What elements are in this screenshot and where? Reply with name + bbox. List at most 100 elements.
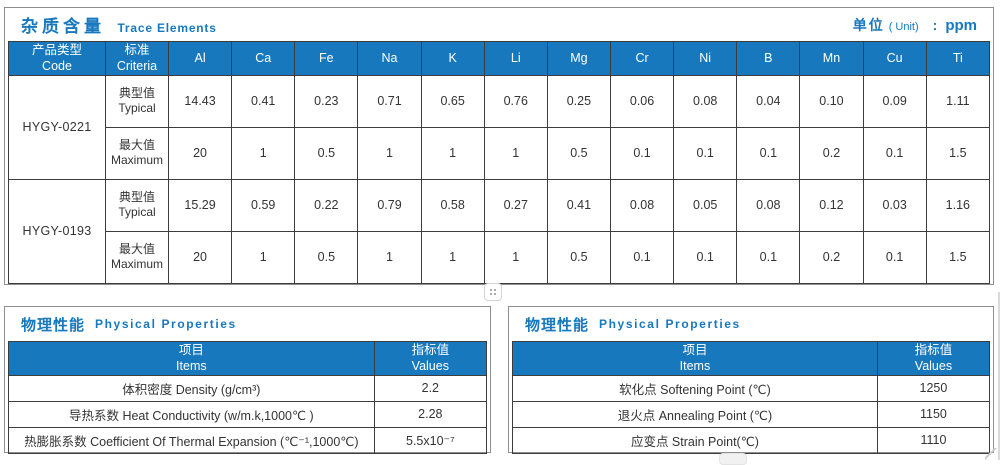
- value-cell: 0.71: [357, 74, 422, 128]
- value-cell: 0.58: [420, 178, 485, 232]
- table-row: 应变点 Strain Point(℃) 1110: [512, 426, 991, 454]
- criteria-cell: 典型值 Typical: [105, 178, 169, 232]
- value-cell: 0.1: [673, 126, 738, 180]
- col-header-element: Fe: [294, 41, 359, 76]
- value-cell: 0.2: [799, 230, 864, 284]
- col-header-element: Li: [483, 41, 548, 76]
- trace-title-bar: 杂质含量 Trace Elements 单位 ( Unit) : ppm: [8, 8, 990, 41]
- value-cell: 15.29: [167, 178, 233, 232]
- section-title-zh: 物理性能: [21, 316, 86, 334]
- col-header-element: Mn: [799, 41, 864, 76]
- table-row: HYGY-0221 典型值 Typical 14.43 0.41 0.23 0.…: [8, 74, 991, 180]
- phys-header-row: 项目 Items 指标值 Values: [512, 341, 991, 376]
- unit-label: 单位 ( Unit) : ppm: [853, 15, 977, 35]
- col-header-element: Cu: [862, 41, 927, 76]
- col-header-values: 指标值 Values: [373, 341, 488, 376]
- col-header-element: Ni: [673, 41, 738, 76]
- value-cell: 0.1: [736, 126, 801, 180]
- value-cell: 0.08: [609, 178, 675, 232]
- value-cell: 0.23: [294, 74, 359, 128]
- section-title-en: Physical Properties: [95, 317, 237, 331]
- value-cell: 0.59: [231, 178, 296, 232]
- phys-right-title-bar: 物理性能 Physical Properties: [512, 307, 990, 341]
- section-title-en: Trace Elements: [117, 21, 217, 35]
- unit-colon: :: [932, 16, 938, 33]
- phys-header-row: 项目 Items 指标值 Values: [8, 341, 488, 376]
- value-cell: 0.76: [483, 74, 548, 128]
- item-cell: 退火点 Annealing Point (℃): [512, 400, 878, 428]
- table-row: 最大值 Maximum 20 1 0.5 1 1 1 0.5 0.1 0.1 0…: [9, 126, 991, 180]
- item-cell: 体积密度 Density (g/cm³): [8, 374, 375, 402]
- value-cell: 1: [483, 126, 548, 180]
- col-header-element: B: [736, 41, 801, 76]
- value-cell: 0.08: [673, 74, 738, 128]
- criteria-cell: 最大值 Maximum: [105, 230, 169, 284]
- section-drag-handle[interactable]: [484, 283, 502, 301]
- value-cell: 5.5x10⁻⁷: [373, 426, 488, 454]
- value-cell: 14.43: [167, 74, 233, 128]
- criteria-cell: 典型值 Typical: [105, 74, 169, 128]
- value-cell: 0.5: [294, 126, 359, 180]
- right-edge-divider: [998, 292, 1000, 460]
- value-cell: 1: [357, 126, 422, 180]
- value-cell: 0.1: [862, 126, 927, 180]
- unit-label-zh: 单位: [852, 16, 885, 33]
- value-cell: 0.5: [294, 230, 359, 284]
- drag-dots-icon: [489, 288, 498, 297]
- value-cell: 0.08: [736, 178, 801, 232]
- col-header-element: Mg: [546, 41, 611, 76]
- value-cell: 0.09: [862, 74, 927, 128]
- value-cell: 0.03: [862, 178, 927, 232]
- product-code-cell: HYGY-0193: [8, 178, 106, 284]
- value-cell: 0.1: [673, 230, 738, 284]
- value-cell: 2.28: [373, 400, 488, 428]
- table-row: 体积密度 Density (g/cm³) 2.2: [8, 374, 488, 402]
- value-cell: 0.1: [609, 230, 675, 284]
- resize-grip-icon[interactable]: [985, 448, 999, 460]
- section-title-zh: 物理性能: [525, 316, 590, 334]
- value-cell: 1250: [876, 374, 991, 402]
- value-cell: 0.12: [799, 178, 864, 232]
- value-cell: 0.22: [294, 178, 359, 232]
- value-cell: 0.41: [231, 74, 296, 128]
- value-cell: 1110: [876, 426, 991, 454]
- col-header-items: 项目 Items: [8, 341, 375, 376]
- value-cell: 0.25: [546, 74, 611, 128]
- value-cell: 0.1: [736, 230, 801, 284]
- col-header-element: Al: [167, 41, 233, 76]
- value-cell: 1: [231, 230, 296, 284]
- value-cell: 1: [231, 126, 296, 180]
- section-title-en: Physical Properties: [599, 317, 741, 331]
- value-cell: 1.5: [925, 126, 991, 180]
- item-cell: 热膨胀系数 Coefficient Of Thermal Expansion (…: [8, 426, 375, 454]
- value-cell: 0.04: [736, 74, 801, 128]
- value-cell: 2.2: [373, 374, 488, 402]
- col-header-criteria: 标准 Criteria: [105, 41, 169, 76]
- trace-elements-section: 杂质含量 Trace Elements 单位 ( Unit) : ppm 产品类…: [4, 7, 994, 285]
- physical-properties-right-section: 物理性能 Physical Properties 项目 Items 指标值 Va…: [508, 306, 994, 454]
- col-header-element: K: [420, 41, 485, 76]
- col-header-element: Ca: [231, 41, 296, 76]
- section-title: 杂质含量 Trace Elements: [21, 12, 217, 37]
- col-header-values: 指标值 Values: [876, 341, 991, 376]
- col-header-product-code: 产品类型 Code: [8, 41, 106, 76]
- value-cell: 1.16: [925, 178, 991, 232]
- value-cell: 1: [483, 230, 548, 284]
- table-row: 最大值 Maximum 20 1 0.5 1 1 1 0.5 0.1 0.1 0…: [9, 230, 991, 284]
- col-header-element: Ti: [925, 41, 991, 76]
- table-row: 退火点 Annealing Point (℃) 1150: [512, 400, 991, 428]
- section-title-zh: 杂质含量: [21, 17, 105, 36]
- table-row: HYGY-0193 典型值 Typical 15.29 0.59 0.22 0.…: [8, 178, 991, 284]
- value-cell: 0.5: [546, 126, 611, 180]
- value-cell: 0.65: [420, 74, 485, 128]
- bottom-section-drag-handle[interactable]: [719, 453, 747, 465]
- value-cell: 1: [420, 126, 485, 180]
- phys-left-title-bar: 物理性能 Physical Properties: [8, 307, 487, 341]
- table-row: 软化点 Softening Point (℃) 1250: [512, 374, 991, 402]
- unit-value: ppm: [945, 16, 977, 34]
- item-cell: 软化点 Softening Point (℃): [512, 374, 878, 402]
- value-cell: 1.5: [925, 230, 991, 284]
- physical-properties-left-section: 物理性能 Physical Properties 项目 Items 指标值 Va…: [4, 306, 491, 454]
- value-cell: 0.1: [609, 126, 675, 180]
- trace-header-row: 产品类型 Code 标准 Criteria Al Ca Fe Na K Li M…: [8, 41, 991, 76]
